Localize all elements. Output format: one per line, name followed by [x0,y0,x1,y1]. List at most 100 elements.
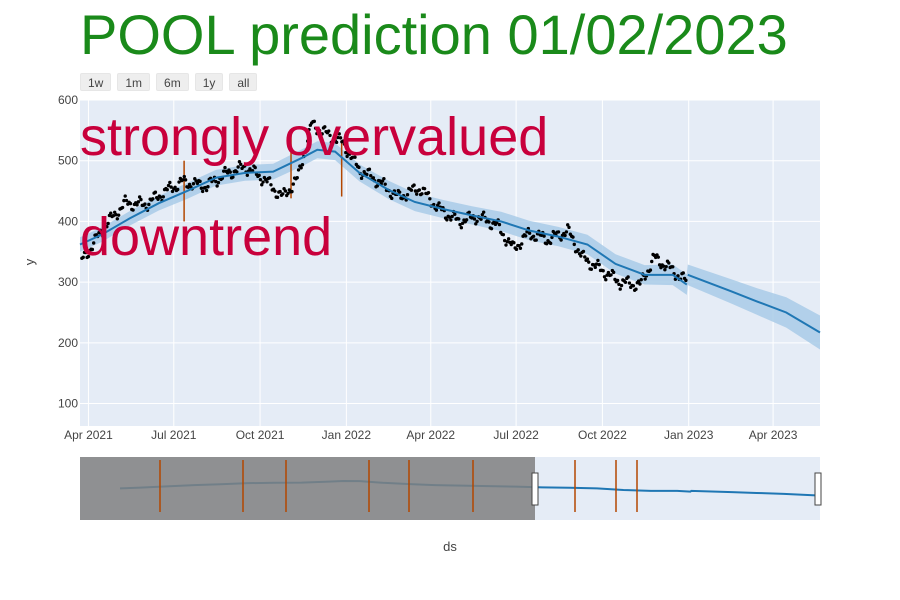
observed-point [253,165,257,170]
observed-point [260,183,264,187]
observed-point [375,184,380,188]
observed-point [348,152,352,156]
observed-point [563,233,567,238]
plot-area[interactable] [80,100,820,426]
range-selector: 1w 1m 6m 1y all [80,73,263,91]
observed-point [84,250,88,255]
y-tick-labels: 100 200 300 400 500 600 [58,93,78,411]
observed-point [618,287,622,291]
observed-point [350,155,355,160]
observed-point [153,190,158,194]
observed-point [542,234,546,238]
annotation-downtrend: downtrend [80,207,332,267]
observed-point [428,197,432,201]
observed-point [214,179,218,184]
observed-point [367,167,372,171]
observed-point [161,195,165,199]
observed-point [597,262,601,267]
observed-point [550,235,554,240]
observed-point [195,181,200,186]
observed-point [661,264,666,268]
observed-point [636,279,641,283]
observed-point [299,166,303,170]
x-tick-label: Apr 2022 [406,428,455,442]
observed-point [520,242,524,246]
x-tick-label: Jul 2021 [151,428,197,442]
observed-point [365,172,369,177]
observed-point [382,176,386,181]
observed-point [497,222,502,227]
observed-point [413,189,418,193]
observed-point [120,205,125,210]
observed-point [514,247,519,252]
observed-point [203,185,208,190]
observed-point [320,132,324,136]
x-tick-label: Apr 2023 [749,428,798,442]
observed-point [300,163,305,167]
observed-point [531,234,536,238]
observed-point [342,142,347,146]
observed-point [91,241,96,245]
range-button-1w[interactable]: 1w [80,73,112,91]
observed-point [447,215,452,219]
observed-point [527,231,532,235]
y-axis-title: y [22,258,37,265]
observed-point [139,197,143,202]
observed-point [453,212,457,216]
observed-point [351,152,356,156]
observed-point [648,268,653,272]
observed-point [223,165,227,170]
observed-point [409,188,414,192]
observed-point [231,175,235,179]
observed-point [605,273,609,277]
observed-point [111,214,116,218]
observed-point [539,233,544,237]
observed-point [639,277,643,282]
observed-point [631,284,636,288]
slider-mask-left [80,457,535,520]
observed-point [534,238,538,242]
observed-point [659,265,663,270]
observed-point [359,176,364,181]
range-button-1y[interactable]: 1y [194,73,224,91]
observed-point [505,239,510,244]
observed-point [518,246,523,250]
observed-point [587,260,591,264]
observed-point [638,282,642,286]
observed-point [434,208,439,212]
range-slider[interactable] [80,457,822,520]
observed-point [643,277,647,281]
observed-point [341,139,345,143]
observed-point [509,242,513,247]
observed-point [460,221,465,225]
observed-point [397,190,402,194]
observed-point [592,263,596,267]
observed-point [390,196,394,201]
observed-point [273,189,277,193]
observed-point [609,273,613,277]
observed-point [228,170,232,174]
observed-point [581,249,586,254]
observed-point [225,171,230,175]
range-button-all[interactable]: all [229,73,258,91]
annotation-overvalued: strongly overvalued [80,107,548,167]
observed-point [517,244,521,248]
observed-point [432,202,436,207]
observed-point [183,178,188,182]
observed-point [437,201,441,205]
observed-point [173,185,177,190]
observed-point [426,190,431,195]
observed-point [128,201,133,206]
observed-point [475,219,479,224]
observed-point [235,170,239,174]
observed-point [606,270,611,275]
observed-point [313,126,318,130]
range-button-1m[interactable]: 1m [117,73,151,91]
range-button-6m[interactable]: 6m [156,73,189,91]
observed-point [283,189,288,193]
observed-point [278,189,282,194]
observed-point [136,200,141,204]
y-tick-label: 500 [58,154,78,168]
observed-point [90,247,95,252]
